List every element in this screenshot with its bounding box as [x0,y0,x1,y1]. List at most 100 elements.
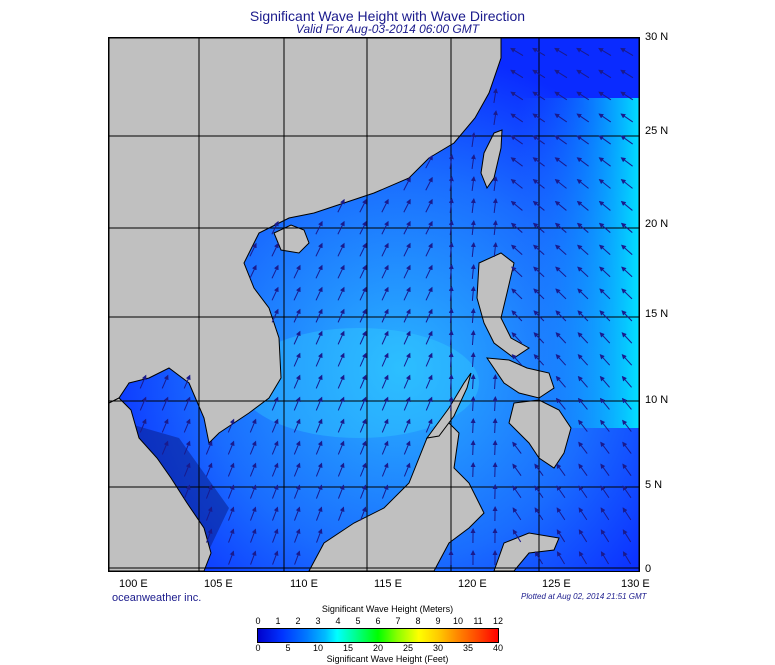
wave-arrow [554,157,567,167]
wave-arrow [139,396,147,411]
wave-arrow [337,374,345,389]
wave-arrow [337,418,345,433]
wave-arrow [425,242,433,257]
feet-tick: 15 [342,643,354,653]
wave-arrow [249,242,257,257]
wave-arrow [359,242,367,257]
wave-arrow [337,308,345,323]
wave-arrow [183,396,191,411]
wave-arrow [272,506,279,521]
lat-label-15n: 15 N [645,308,669,320]
wave-arrow [620,157,633,167]
wave-arrow [578,507,588,521]
wave-arrow [622,419,632,432]
wave-arrow [293,264,301,279]
wave-arrow [622,507,632,521]
wave-arrow [598,200,611,211]
wave-arrow [510,157,523,167]
wave-arrow [139,374,147,389]
wave-arrow [425,418,433,433]
wave-arrow [227,440,235,455]
wave-arrow [315,374,323,389]
wave-arrow [492,198,498,214]
wave-arrow [271,396,279,411]
wave-arrow [425,396,433,411]
wave-arrow [337,220,345,235]
wave-direction-arrows [139,47,634,566]
wave-arrow [271,264,279,279]
wave-arrow [534,485,544,499]
meters-tick: 9 [435,616,441,626]
wave-arrow [510,91,524,101]
wave-arrow [359,374,367,389]
wave-arrow [532,200,545,211]
feet-tick: 10 [312,643,324,653]
wave-arrow [599,332,611,344]
wave-arrow [512,507,522,521]
wave-arrow [533,310,545,322]
wave-arrow [293,396,301,411]
wave-arrow [403,418,411,433]
wave-arrow [293,352,301,367]
wave-arrow [381,462,389,477]
wave-arrow [510,47,524,57]
wave-arrow [492,418,498,434]
wave-arrow [533,266,545,278]
wave-arrow [315,484,323,499]
wave-arrow [554,222,567,233]
lat-label-20n: 20 N [645,218,669,230]
meters-tick: 7 [395,616,401,626]
map-title: Significant Wave Height with Wave Direct… [249,8,526,24]
land-visayas [485,357,555,399]
wave-arrow [359,330,367,345]
wave-arrow [470,286,476,302]
wave-arrow [250,550,257,565]
wave-arrow [294,550,301,565]
wave-arrow [183,462,191,477]
wave-arrow [359,462,367,477]
wave-arrow [161,374,169,389]
wave-arrow [448,352,454,368]
wave-arrow [598,179,611,189]
wave-arrow [554,69,568,79]
wave-arrow [425,176,433,191]
wave-arrow [359,352,367,367]
wave-arrow [448,374,454,390]
wave-arrow [403,330,411,345]
lon-label-110e: 110 E [290,578,318,590]
wave-arrow [293,484,301,499]
wave-arrow [337,198,345,213]
wave-arrow [532,179,545,189]
wave-arrow [578,551,588,565]
wave-arrow [533,354,545,366]
wave-arrow [425,374,433,389]
wave-arrow [470,440,476,456]
wave-arrow [183,440,191,455]
wave-arrow [293,440,301,455]
wave-arrow [554,135,567,145]
wave-arrow [621,288,633,300]
wave-arrow [600,551,610,565]
wave-arrow [554,113,568,123]
wave-arrow [555,266,567,278]
wave-arrow [425,286,433,301]
land-taiwan [480,129,503,190]
wave-arrow [249,440,257,455]
wave-arrow [271,462,279,477]
wave-arrow [271,286,279,301]
wave-arrow [555,354,567,366]
meters-tick: 6 [375,616,381,626]
wave-arrow [470,264,476,280]
wave-arrow [534,463,544,476]
wave-arrow [599,244,611,256]
wave-arrow [620,135,633,145]
wave-arrow [271,220,279,235]
wave-arrow [470,242,476,258]
wave-arrow [470,198,476,214]
wave-arrow [293,330,301,345]
wave-arrow [511,266,523,278]
wave-arrow [600,529,610,543]
wave-arrow [359,286,367,301]
wave-arrow [554,47,568,57]
lat-label-30n: 30 N [645,31,669,43]
